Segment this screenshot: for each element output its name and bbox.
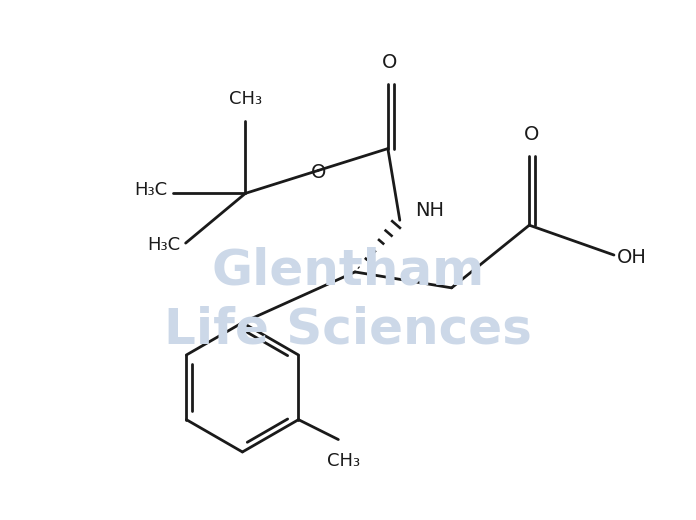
Text: NH: NH xyxy=(415,201,444,220)
Text: CH₃: CH₃ xyxy=(229,90,262,108)
Text: Glentham
Life Sciences: Glentham Life Sciences xyxy=(164,246,532,354)
Text: O: O xyxy=(310,163,326,182)
Text: OH: OH xyxy=(617,248,647,267)
Text: O: O xyxy=(523,125,539,144)
Text: H₃C: H₃C xyxy=(134,181,168,199)
Text: O: O xyxy=(382,53,397,72)
Text: H₃C: H₃C xyxy=(148,236,181,254)
Text: CH₃: CH₃ xyxy=(326,452,360,471)
